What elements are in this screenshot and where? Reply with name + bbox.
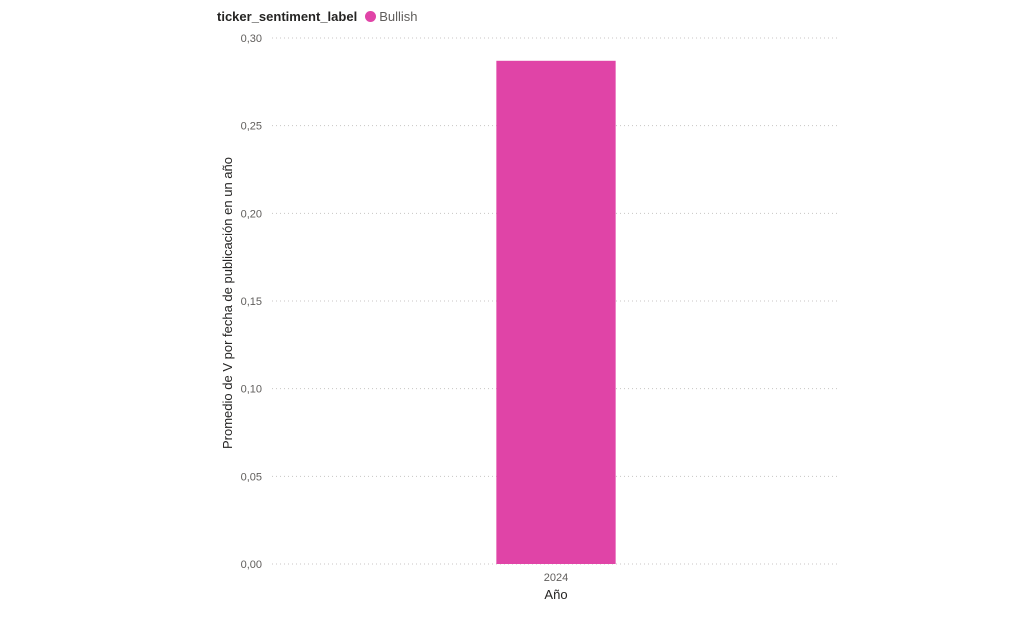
y-axis-ticks: 0,00 0,05 0,10 0,15 0,20 0,25 0,30 [241,33,262,571]
y-axis-title: Promedio de V por fecha de publicación e… [220,157,235,449]
y-tick-label: 0,25 [241,121,262,133]
y-tick-label: 0,00 [241,559,262,571]
y-tick-label: 0,10 [241,384,262,396]
y-tick-label: 0,30 [241,33,262,45]
legend: ticker_sentiment_label Bullish [217,7,417,25]
y-tick-label: 0,05 [241,471,262,483]
x-axis-title: Año [544,587,567,602]
legend-label-bullish[interactable]: Bullish [379,8,418,24]
bars [496,60,616,564]
legend-title: ticker_sentiment_label [217,8,358,24]
x-axis-ticks: 2024 [544,572,568,584]
y-tick-label: 0,20 [241,208,262,220]
x-tick-label: 2024 [544,572,568,584]
y-tick-label: 0,15 [241,296,262,308]
bar-2024-bullish[interactable] [496,60,616,564]
legend-marker-bullish [365,10,377,22]
